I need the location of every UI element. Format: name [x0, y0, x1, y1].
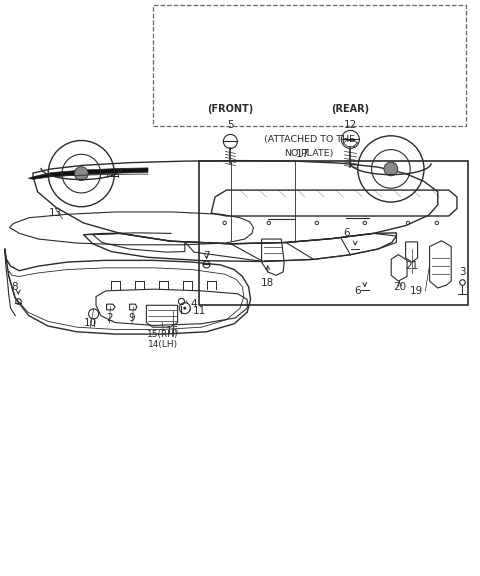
- Text: 12: 12: [344, 120, 357, 130]
- Polygon shape: [28, 168, 148, 179]
- Text: 2: 2: [106, 313, 113, 323]
- Text: (FRONT): (FRONT): [207, 104, 253, 115]
- Text: 15(RH): 15(RH): [147, 329, 179, 339]
- Text: 5: 5: [227, 120, 234, 130]
- Text: 17: 17: [295, 149, 310, 160]
- Circle shape: [74, 166, 88, 180]
- Text: 21: 21: [405, 261, 419, 271]
- Text: 11: 11: [193, 306, 206, 316]
- Text: 18: 18: [261, 278, 275, 289]
- Circle shape: [183, 306, 186, 310]
- Text: 10: 10: [84, 317, 97, 328]
- Text: (ATTACHED TO THE: (ATTACHED TO THE: [264, 135, 355, 144]
- Text: 19: 19: [410, 286, 423, 296]
- Text: 9: 9: [129, 313, 135, 323]
- Circle shape: [384, 162, 398, 176]
- Text: (REAR): (REAR): [331, 104, 370, 115]
- Text: NO.PLATE): NO.PLATE): [285, 149, 334, 158]
- Text: 16: 16: [166, 326, 180, 336]
- Text: 4: 4: [191, 298, 197, 309]
- Text: 14(LH): 14(LH): [148, 340, 178, 348]
- Text: 13: 13: [48, 208, 62, 218]
- Text: 6: 6: [343, 228, 350, 238]
- Text: 3: 3: [459, 267, 466, 277]
- Text: 6: 6: [354, 286, 361, 296]
- Text: 7: 7: [203, 251, 210, 261]
- Text: 20: 20: [393, 282, 406, 292]
- Text: 8: 8: [11, 282, 18, 292]
